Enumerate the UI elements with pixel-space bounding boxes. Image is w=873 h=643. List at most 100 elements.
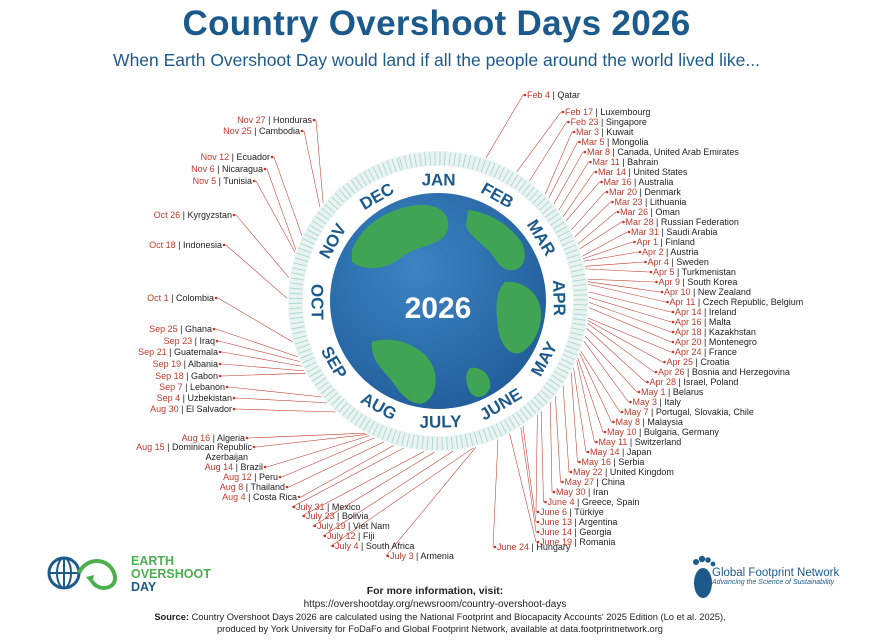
day-tick [359, 174, 367, 186]
day-tick [396, 157, 401, 171]
day-tick [487, 427, 493, 440]
country-label: June 4 | Greece, Spain [548, 497, 640, 507]
leader-dot [278, 475, 282, 479]
country-label: Feb 17 | Luxembourg [565, 107, 650, 117]
country-name: | Lebanon [183, 382, 225, 392]
country-name: | Colombia [169, 293, 214, 303]
leader-line [577, 358, 605, 433]
gfn-name: Global Footprint Network [712, 567, 840, 579]
day-tick [554, 370, 566, 379]
country-name: | Indonesia [176, 240, 222, 250]
day-tick [331, 395, 342, 406]
leader-dot [218, 362, 222, 366]
eod-line2: OVERSHOOT [131, 567, 211, 581]
country-label-text: July 4 | South Africa [335, 541, 414, 551]
country-label: Mar 14 | United States [598, 167, 688, 177]
day-tick [317, 381, 329, 390]
day-tick [289, 292, 303, 295]
leader-dot [285, 485, 289, 489]
country-label-text: Feb 4 | Qatar [527, 90, 580, 100]
overshoot-date: Sep 23 [164, 336, 193, 346]
leader-line [576, 360, 597, 443]
country-label-text: July 31 | Mexico [296, 502, 360, 512]
leader-line [582, 241, 635, 260]
leader-dot [300, 129, 304, 133]
country-name: | Finland [658, 237, 695, 247]
country-label: Aug 15 | Dominican Republic [136, 442, 252, 452]
leader-dot [627, 230, 631, 234]
country-label-text: Mar 16 | Australia [604, 177, 674, 187]
country-label-text: Oct 26 | Kyrgyzstan [154, 210, 232, 220]
day-tick [419, 153, 422, 167]
day-tick [450, 436, 454, 450]
overshoot-date: Mar 11 [593, 157, 620, 167]
day-tick [298, 247, 311, 254]
earth-overshoot-day-logo [47, 556, 117, 590]
day-tick [569, 336, 582, 341]
country-label: Oct 18 | Indonesia [149, 240, 222, 250]
country-label-text: Mar 23 | Lithuania [615, 197, 687, 207]
country-name: | Fiji [356, 531, 375, 541]
day-tick [381, 426, 388, 440]
country-label: July 3 | Armenia [390, 551, 454, 561]
country-label-text: Sep 23 | Iraq [164, 336, 215, 346]
overshoot-date: July 12 [327, 531, 356, 541]
country-name: | Algeria [210, 433, 245, 443]
day-tick [334, 399, 345, 410]
earth-overshoot-day-wordmark: EARTH OVERSHOOT DAY [131, 555, 211, 594]
day-tick [573, 289, 587, 292]
globe-land [352, 204, 542, 404]
country-name: | Bulgaria, Germany [637, 427, 720, 437]
country-label-text: June 24 | Hungary [497, 542, 571, 552]
country-label: May 8 | Malaysia [616, 417, 683, 427]
day-tick [346, 182, 356, 194]
leader-dot [589, 160, 592, 164]
day-tick [504, 419, 512, 432]
leader-dot [222, 243, 226, 247]
day-tick [320, 385, 332, 394]
leader-line [234, 214, 290, 278]
more-info-url[interactable]: https://overshootday.org/newsroom/countr… [303, 599, 567, 610]
leader-line [579, 221, 624, 250]
leader-dot [649, 270, 653, 274]
overshoot-date: May 16 [582, 457, 612, 467]
country-label: July 12 | Fiji [327, 531, 374, 541]
leader-dot [331, 544, 335, 548]
country-label: Sep 18 | Gabon [155, 371, 218, 381]
country-name: | South Korea [680, 277, 737, 287]
country-name: | Belarus [666, 387, 704, 397]
country-label-text: Nov 6 | Nicaragua [191, 164, 263, 174]
leader-dot [386, 554, 390, 558]
day-tick [485, 161, 491, 174]
leader-line [550, 401, 554, 493]
day-tick [386, 428, 392, 442]
country-name: | Italy [657, 397, 681, 407]
country-label: Mar 16 | Australia [604, 177, 674, 187]
day-tick [556, 366, 569, 374]
day-tick [500, 421, 507, 434]
leader-dot [214, 296, 218, 300]
country-label: Apr 9 | South Korea [659, 277, 738, 287]
overshoot-date: June 19 [540, 537, 572, 547]
leader-line [579, 353, 614, 423]
leader-dot [655, 280, 658, 284]
day-tick [304, 361, 317, 369]
country-label-text: Nov 5 | Tunisia [193, 176, 252, 186]
day-tick [293, 335, 307, 340]
leader-line [492, 439, 499, 548]
country-label: July 23 | Bolivia [306, 511, 368, 521]
overshoot-date: July 19 [317, 521, 346, 531]
overshoot-date: Oct 18 [149, 240, 176, 250]
country-name: | Australia [632, 177, 674, 187]
day-tick [338, 189, 348, 200]
day-tick [453, 152, 456, 166]
day-tick [508, 417, 516, 429]
leader-line [516, 111, 563, 173]
leader-line [588, 307, 673, 343]
day-tick [290, 316, 304, 320]
day-tick [368, 169, 375, 181]
country-label-text: Apr 2 | Austria [642, 247, 698, 257]
leader-line [535, 414, 538, 513]
country-label-text: June 14 | Georgia [540, 527, 611, 537]
overshoot-date: Apr 4 [648, 257, 670, 267]
